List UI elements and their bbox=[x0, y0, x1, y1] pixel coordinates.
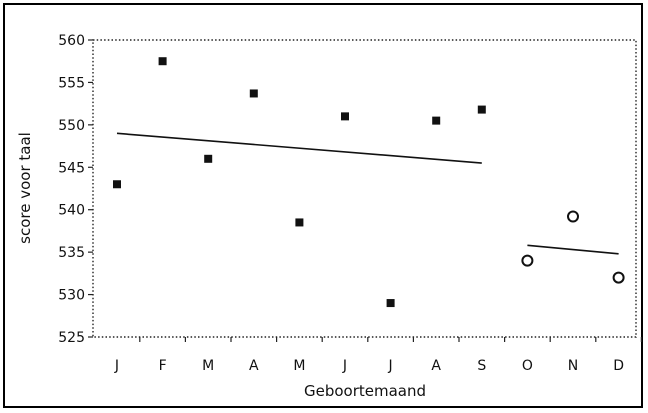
data-point-square bbox=[341, 112, 349, 121]
x-tick-label: S bbox=[477, 358, 486, 374]
x-tick-label: N bbox=[568, 358, 578, 374]
data-point-square bbox=[295, 218, 304, 227]
x-tick-label: J bbox=[114, 358, 119, 374]
plot-area-border bbox=[92, 39, 637, 338]
data-point-circle bbox=[567, 210, 579, 223]
x-tick-label: J bbox=[388, 358, 393, 374]
x-tick-label: O bbox=[522, 358, 533, 374]
data-point-square bbox=[113, 180, 121, 189]
chart-frame bbox=[3, 3, 643, 408]
x-axis-label: Geboortemaand bbox=[304, 382, 426, 400]
data-point-circle bbox=[521, 254, 534, 267]
data-point-square bbox=[432, 116, 441, 125]
data-point-square bbox=[158, 57, 167, 66]
y-tick-label: 530 bbox=[58, 288, 85, 304]
y-tick-label: 560 bbox=[58, 33, 85, 49]
x-tick-label: A bbox=[249, 358, 259, 374]
data-points bbox=[113, 57, 625, 308]
x-tick-label: D bbox=[613, 358, 624, 374]
y-tick-label: 550 bbox=[58, 118, 85, 134]
trend-lines bbox=[116, 132, 619, 255]
x-tick-label: M bbox=[202, 358, 214, 374]
y-tick-label: 525 bbox=[58, 330, 85, 346]
data-point-square bbox=[204, 154, 213, 163]
y-tick-label: 535 bbox=[58, 245, 85, 261]
data-point-square bbox=[477, 105, 486, 114]
trend-line bbox=[527, 244, 619, 255]
y-axis-label: score voor taal bbox=[16, 132, 34, 244]
x-tick-label: F bbox=[159, 358, 167, 374]
y-tick-label: 545 bbox=[58, 160, 85, 176]
data-point-square bbox=[386, 299, 395, 308]
x-tick-label: J bbox=[342, 358, 347, 374]
y-tick-label: 540 bbox=[58, 203, 85, 219]
trend-line bbox=[116, 132, 482, 164]
y-tick-label: 555 bbox=[58, 75, 85, 91]
data-point-circle bbox=[612, 271, 625, 284]
y-axis: 525 530 535 540 545 550 555 560 bbox=[58, 33, 93, 346]
data-point-square bbox=[249, 89, 258, 98]
x-tick-label: A bbox=[431, 358, 441, 374]
x-tick-label: M bbox=[293, 358, 305, 374]
